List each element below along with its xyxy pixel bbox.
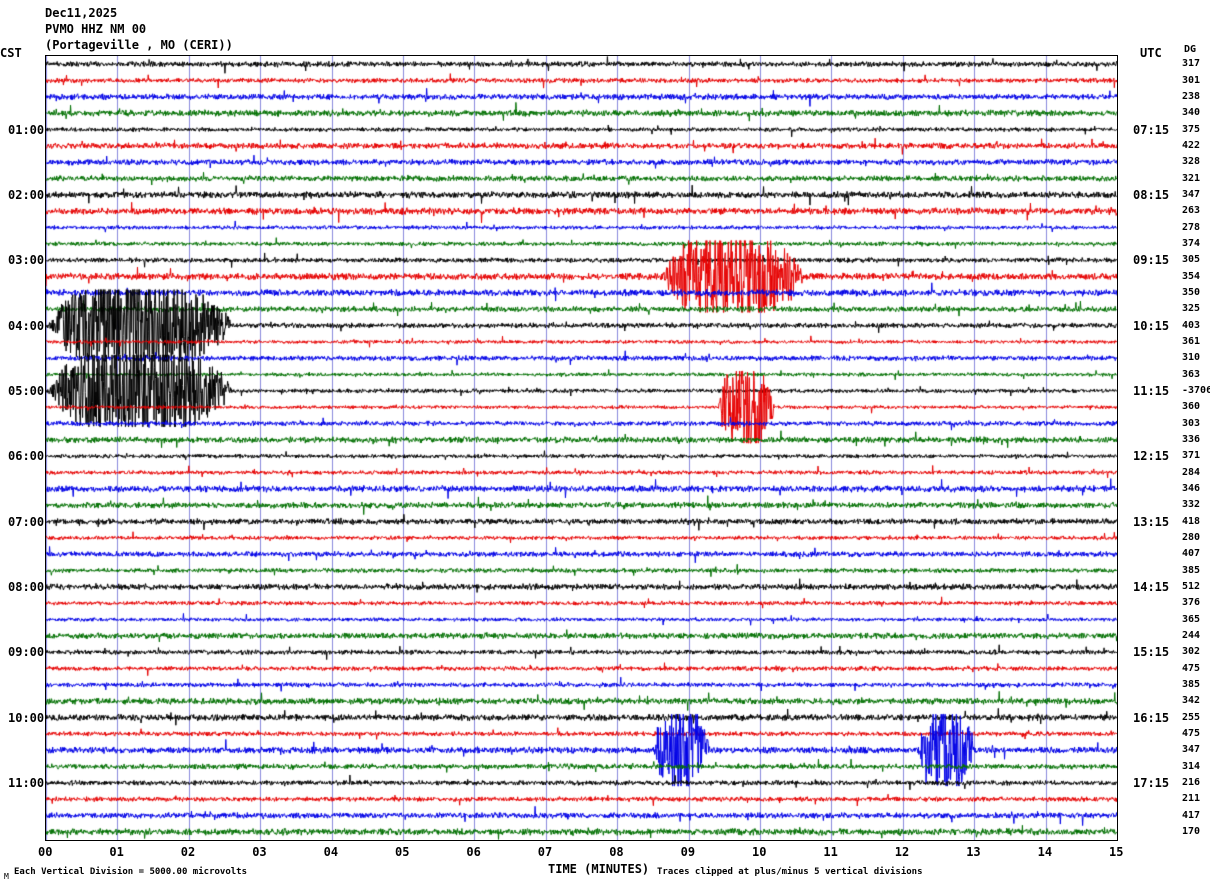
amplitude-value: 347 xyxy=(1182,744,1201,756)
right-tick-1015: 10:15 xyxy=(1133,318,1170,333)
amplitude-value: 360 xyxy=(1182,401,1201,413)
amplitude-value: 314 xyxy=(1182,760,1201,772)
clip-note: Traces clipped at plus/minus 5 vertical … xyxy=(657,867,923,877)
amplitude-value: 350 xyxy=(1182,286,1201,298)
x-tick-01: 01 xyxy=(109,845,124,859)
amplitude-value: 375 xyxy=(1182,123,1201,135)
x-tick-10: 10 xyxy=(752,845,767,859)
left-tick-1000: 10:00 xyxy=(8,710,45,725)
m-mark: M xyxy=(4,872,9,881)
amplitude-value: 216 xyxy=(1182,776,1201,788)
right-tick-1715: 17:15 xyxy=(1133,775,1170,790)
amplitude-value: 361 xyxy=(1182,335,1201,347)
amplitude-value: 376 xyxy=(1182,597,1201,609)
amplitude-value: 365 xyxy=(1182,613,1201,625)
amplitude-value: 475 xyxy=(1182,727,1201,739)
right-tick-1415: 14:15 xyxy=(1133,579,1170,594)
amplitude-value: 475 xyxy=(1182,662,1201,674)
amplitude-value: 301 xyxy=(1182,74,1201,86)
amplitude-value: 417 xyxy=(1182,809,1201,821)
amplitude-value: 385 xyxy=(1182,564,1201,576)
amplitude-value: 385 xyxy=(1182,678,1201,690)
header-date: Dec11,2025 xyxy=(45,6,118,20)
x-tick-15: 15 xyxy=(1109,845,1124,859)
amplitude-value: 310 xyxy=(1182,352,1201,364)
amplitude-value: 371 xyxy=(1182,450,1201,462)
amplitude-value: 422 xyxy=(1182,139,1201,151)
amplitude-value: 302 xyxy=(1182,646,1201,658)
amplitude-value: -3706 xyxy=(1182,384,1210,396)
x-tick-07: 07 xyxy=(537,845,553,859)
left-tick-0100: 01:00 xyxy=(8,122,45,137)
amplitude-value: 346 xyxy=(1182,482,1201,494)
amplitude-value: 255 xyxy=(1182,711,1201,723)
x-tick-05: 05 xyxy=(395,845,410,859)
scale-note: Each Vertical Division = 5000.00 microvo… xyxy=(14,867,247,877)
x-tick-00: 00 xyxy=(38,845,53,859)
amplitude-value: 317 xyxy=(1182,58,1201,70)
right-axis-label: UTC xyxy=(1140,46,1162,60)
amplitude-value: 342 xyxy=(1182,695,1201,707)
right-tick-1215: 12:15 xyxy=(1133,449,1170,464)
amplitude-value: 363 xyxy=(1182,368,1201,380)
amplitude-value: 278 xyxy=(1182,221,1201,233)
right-tick-1515: 15:15 xyxy=(1133,645,1170,660)
right-tick-1615: 16:15 xyxy=(1133,710,1170,725)
x-tick-09: 09 xyxy=(680,845,696,859)
amplitude-value: 280 xyxy=(1182,531,1201,543)
seismogram-plot xyxy=(45,55,1118,841)
trace-canvas xyxy=(46,56,1117,840)
right-tick-0915: 09:15 xyxy=(1133,253,1170,268)
x-tick-02: 02 xyxy=(180,845,196,859)
x-tick-12: 12 xyxy=(894,845,910,859)
right-tick-0715: 07:15 xyxy=(1133,122,1170,137)
amplitude-value: 284 xyxy=(1182,466,1201,478)
left-tick-0300: 03:00 xyxy=(8,253,45,268)
amplitude-value: 263 xyxy=(1182,205,1201,217)
left-tick-0900: 09:00 xyxy=(8,645,45,660)
left-tick-0800: 08:00 xyxy=(8,579,45,594)
right-tick-1115: 11:15 xyxy=(1133,383,1170,398)
x-tick-11: 11 xyxy=(823,845,838,859)
amplitude-value: 407 xyxy=(1182,548,1201,560)
amplitude-value: 211 xyxy=(1182,793,1201,805)
amplitude-column-label: DG xyxy=(1184,44,1197,55)
amplitude-value: 325 xyxy=(1182,303,1201,315)
amplitude-value: 305 xyxy=(1182,254,1201,266)
amplitude-value: 403 xyxy=(1182,319,1201,331)
amplitude-value: 321 xyxy=(1182,172,1201,184)
left-tick-0200: 02:00 xyxy=(8,187,45,202)
x-tick-06: 06 xyxy=(466,845,481,859)
x-tick-03: 03 xyxy=(252,845,267,859)
amplitude-value: 303 xyxy=(1182,417,1201,429)
left-tick-1100: 11:00 xyxy=(8,775,45,790)
header-location: (Portageville , MO (CERI)) xyxy=(45,38,233,52)
left-tick-0700: 07:00 xyxy=(8,514,45,529)
amplitude-value: 347 xyxy=(1182,188,1201,200)
amplitude-value: 374 xyxy=(1182,237,1201,249)
x-tick-14: 14 xyxy=(1037,845,1053,859)
amplitude-value: 328 xyxy=(1182,156,1201,168)
amplitude-value: 418 xyxy=(1182,515,1201,527)
x-tick-08: 08 xyxy=(609,845,624,859)
left-tick-0600: 06:00 xyxy=(8,449,45,464)
amplitude-value: 238 xyxy=(1182,90,1201,102)
amplitude-value: 340 xyxy=(1182,107,1201,119)
left-axis-label: CST xyxy=(0,46,22,60)
left-tick-0500: 05:00 xyxy=(8,383,45,398)
x-tick-13: 13 xyxy=(966,845,981,859)
amplitude-value: 332 xyxy=(1182,499,1201,511)
amplitude-value: 170 xyxy=(1182,825,1201,837)
x-axis-title: TIME (MINUTES) xyxy=(548,862,650,876)
amplitude-value: 512 xyxy=(1182,580,1201,592)
amplitude-value: 336 xyxy=(1182,433,1201,445)
amplitude-value: 354 xyxy=(1182,270,1201,282)
x-tick-04: 04 xyxy=(323,845,339,859)
amplitude-value: 244 xyxy=(1182,629,1201,641)
right-tick-1315: 13:15 xyxy=(1133,514,1170,529)
header-station: PVMO HHZ NM 00 xyxy=(45,22,147,36)
right-tick-0815: 08:15 xyxy=(1133,187,1170,202)
left-tick-0400: 04:00 xyxy=(8,318,45,333)
